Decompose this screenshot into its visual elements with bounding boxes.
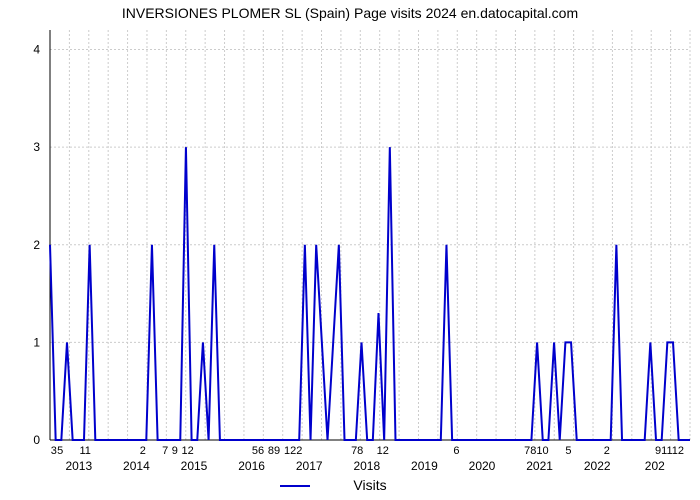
x-sub-label: 5 <box>57 445 63 457</box>
x-sub-label: 3 <box>51 445 57 457</box>
ytick-label: 0 <box>33 433 40 447</box>
x-sub-label: 12 <box>181 445 193 457</box>
ytick-label: 4 <box>33 43 40 57</box>
x-axis-title: Visits <box>353 477 386 493</box>
data-series-line <box>50 147 690 440</box>
x-year-label: 2022 <box>584 459 611 473</box>
x-sub-label: 2 <box>140 445 146 457</box>
x-year-label: 2018 <box>353 459 380 473</box>
x-sub-label: 5 <box>565 445 571 457</box>
ytick-label: 1 <box>33 335 40 349</box>
x-year-label: 2015 <box>181 459 208 473</box>
x-sub-label: 9 <box>172 445 178 457</box>
x-sub-label: 89 <box>268 445 280 457</box>
x-sub-label: 7 <box>162 445 168 457</box>
x-year-label: 2017 <box>296 459 323 473</box>
chart-container: INVERSIONES PLOMER SL (Spain) Page visit… <box>0 0 700 500</box>
x-year-label: 2021 <box>526 459 553 473</box>
x-year-label: 202 <box>645 459 665 473</box>
x-year-label: 2020 <box>469 459 496 473</box>
ytick-label: 3 <box>33 140 40 154</box>
x-year-label: 2016 <box>238 459 265 473</box>
x-sub-label: 78 <box>351 445 363 457</box>
ytick-label: 2 <box>33 238 40 252</box>
x-sub-label: 6 <box>453 445 459 457</box>
chart-title: INVERSIONES PLOMER SL (Spain) Page visit… <box>122 5 578 21</box>
x-sub-label: 56 <box>252 445 264 457</box>
x-sub-label: 91112 <box>655 445 684 457</box>
x-sub-label: 122 <box>284 445 302 457</box>
x-year-label: 2013 <box>65 459 92 473</box>
x-year-label: 2019 <box>411 459 438 473</box>
x-sub-label: 12 <box>377 445 389 457</box>
visits-chart: INVERSIONES PLOMER SL (Spain) Page visit… <box>0 0 700 500</box>
x-sub-label: 7810 <box>524 445 548 457</box>
x-sub-label: 11 <box>79 445 90 457</box>
x-sub-label: 2 <box>604 445 610 457</box>
x-year-label: 2014 <box>123 459 150 473</box>
